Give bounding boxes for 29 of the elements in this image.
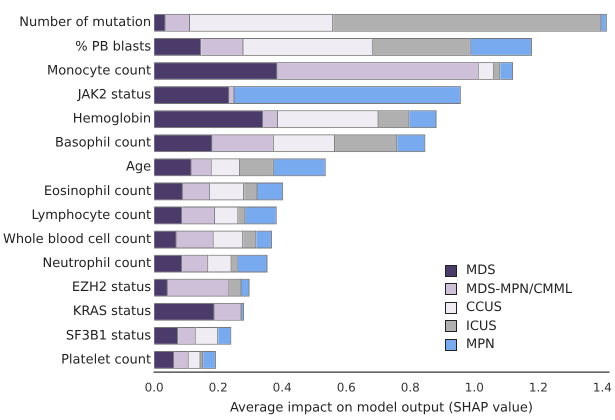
y-tick-label: Whole blood cell count bbox=[3, 232, 152, 247]
y-tick-label: SF3B1 status bbox=[66, 328, 152, 344]
y-tick-label: Neutrophil count bbox=[42, 256, 152, 272]
x-tick-label: 0.0 bbox=[144, 380, 164, 394]
y-tick-label: Number of mutation bbox=[19, 15, 152, 30]
y-tick-label: Monocyte count bbox=[47, 63, 152, 78]
y-tick-label: Basophil count bbox=[54, 136, 152, 151]
y-tick-label: Lymphocyte count bbox=[32, 208, 152, 223]
y-tick-label: % PB blasts bbox=[75, 39, 152, 54]
x-tick-label: 0.6 bbox=[336, 380, 356, 394]
legend-label: CCUS bbox=[466, 300, 502, 316]
y-tick-label: KRAS status bbox=[72, 304, 152, 320]
y-tick-label: Platelet count bbox=[61, 352, 152, 368]
y-tick-label: EZH2 status bbox=[72, 280, 152, 296]
x-tick-label: 1.0 bbox=[464, 380, 484, 394]
y-tick-label: Hemoglobin bbox=[72, 112, 152, 127]
y-tick-label: Age bbox=[126, 160, 152, 175]
y-tick-label: Eosinophil count bbox=[44, 184, 152, 199]
legend-label: MPN bbox=[466, 337, 495, 352]
x-axis-title: Average impact on model output (SHAP value) bbox=[230, 400, 533, 416]
y-tick-label: JAK2 status bbox=[76, 87, 152, 102]
legend-label: ICUS bbox=[466, 318, 497, 334]
x-tick-label: 1.2 bbox=[528, 380, 548, 394]
x-tick-label: 1.4 bbox=[592, 380, 612, 394]
legend-label: MDS bbox=[466, 263, 496, 278]
x-tick-label: 0.8 bbox=[400, 380, 420, 394]
x-tick-label: 0.4 bbox=[272, 380, 292, 394]
x-tick-label: 0.2 bbox=[208, 380, 228, 394]
legend-label: MDS-MPN/CMML bbox=[466, 282, 572, 297]
